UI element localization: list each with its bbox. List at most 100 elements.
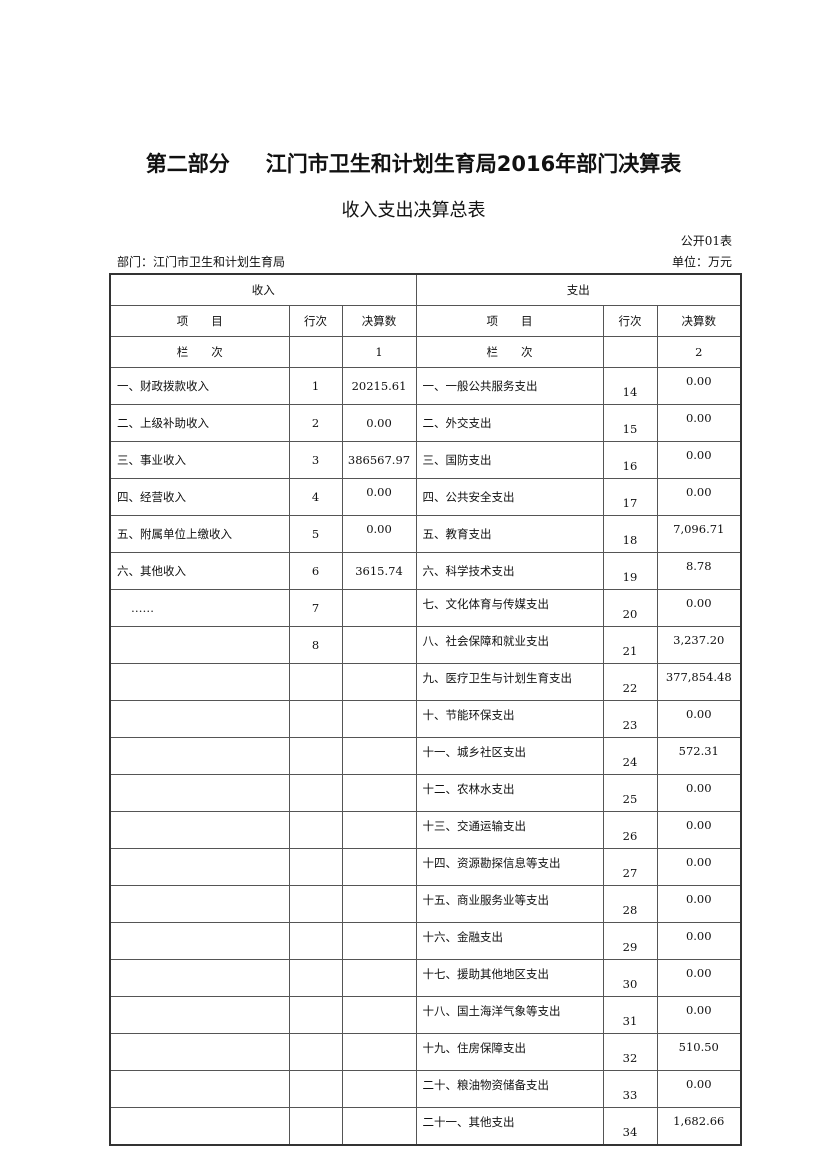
expense-item: 十七、援助其他地区支出 bbox=[415, 959, 604, 997]
expense-line: 32 bbox=[602, 1033, 658, 1071]
income-item: 五、附属单位上缴收入 bbox=[109, 515, 290, 553]
expense-column-number: 2 bbox=[656, 336, 742, 368]
income-amount bbox=[341, 737, 417, 775]
expense-amount: 0.00 bbox=[656, 811, 742, 849]
expense-amount: 0.00 bbox=[656, 885, 742, 923]
income-line: 2 bbox=[288, 404, 343, 442]
expense-amount: 377,854.48 bbox=[656, 663, 742, 701]
table-row: 十二、农林水支出 25 0.00 bbox=[109, 774, 742, 812]
table-code: 公开01表 bbox=[680, 234, 732, 248]
income-line bbox=[288, 959, 343, 997]
income-line bbox=[288, 811, 343, 849]
expense-item: 十一、城乡社区支出 bbox=[415, 737, 604, 775]
income-line bbox=[288, 1107, 343, 1146]
table-row: 十九、住房保障支出 32 510.50 bbox=[109, 1033, 742, 1071]
income-line: 3 bbox=[288, 441, 343, 479]
income-amount: 0.00 bbox=[341, 478, 417, 516]
income-amount bbox=[341, 848, 417, 886]
table-row: 九、医疗卫生与计划生育支出 22 377,854.48 bbox=[109, 663, 742, 701]
expense-line: 21 bbox=[602, 626, 658, 664]
income-amount: 0.00 bbox=[341, 515, 417, 553]
table-row: …… 7 七、文化体育与传媒支出 20 0.00 bbox=[109, 589, 742, 627]
income-amount bbox=[341, 626, 417, 664]
expense-line: 22 bbox=[602, 663, 658, 701]
expense-line: 33 bbox=[602, 1070, 658, 1108]
income-item: 四、经营收入 bbox=[109, 478, 290, 516]
expense-item: 十九、住房保障支出 bbox=[415, 1033, 604, 1071]
income-amount: 3615.74 bbox=[341, 552, 417, 590]
expense-item: 十、节能环保支出 bbox=[415, 700, 604, 738]
expense-item-header: 项 目 bbox=[415, 305, 604, 337]
expense-line: 16 bbox=[602, 441, 658, 479]
department-label: 部门：江门市卫生和计划生育局 bbox=[117, 255, 286, 269]
income-column-number: 1 bbox=[341, 336, 417, 368]
expense-amount: 0.00 bbox=[656, 1070, 742, 1108]
income-line bbox=[288, 885, 343, 923]
expense-amount: 3,237.20 bbox=[656, 626, 742, 664]
table-row: 五、附属单位上缴收入 5 0.00 五、教育支出 18 7,096.71 bbox=[109, 515, 742, 553]
income-item bbox=[109, 663, 290, 701]
expense-line: 19 bbox=[602, 552, 658, 590]
expense-item: 十六、金融支出 bbox=[415, 922, 604, 960]
expense-line: 14 bbox=[602, 367, 658, 405]
expense-amount: 0.00 bbox=[656, 441, 742, 479]
expense-line: 15 bbox=[602, 404, 658, 442]
expense-amount: 0.00 bbox=[656, 848, 742, 886]
table-row: 十、节能环保支出 23 0.00 bbox=[109, 700, 742, 738]
table-row: 十七、援助其他地区支出 30 0.00 bbox=[109, 959, 742, 997]
expense-line-header: 行次 bbox=[602, 305, 658, 337]
income-item bbox=[109, 774, 290, 812]
income-item bbox=[109, 959, 290, 997]
table-row: 二、上级补助收入 2 0.00 二、外交支出 15 0.00 bbox=[109, 404, 742, 442]
table-row: 十五、商业服务业等支出 28 0.00 bbox=[109, 885, 742, 923]
expense-item: 十五、商业服务业等支出 bbox=[415, 885, 604, 923]
unit-label: 单位：万元 bbox=[671, 255, 732, 269]
income-item: 三、事业收入 bbox=[109, 441, 290, 479]
income-item bbox=[109, 1033, 290, 1071]
expense-header: 支出 bbox=[415, 273, 742, 306]
income-column-label: 栏 次 bbox=[109, 336, 290, 368]
income-line bbox=[288, 848, 343, 886]
table-row: 一、财政拨款收入 1 20215.61 一、一般公共服务支出 14 0.00 bbox=[109, 367, 742, 405]
income-item bbox=[109, 885, 290, 923]
income-item bbox=[109, 1107, 290, 1146]
expense-item: 二十、粮油物资储备支出 bbox=[415, 1070, 604, 1108]
expense-line: 34 bbox=[602, 1107, 658, 1146]
income-amount bbox=[341, 1107, 417, 1146]
income-header: 收入 bbox=[109, 273, 417, 306]
income-amount bbox=[341, 922, 417, 960]
expense-line: 29 bbox=[602, 922, 658, 960]
expense-item: 六、科学技术支出 bbox=[415, 552, 604, 590]
income-amount bbox=[341, 1070, 417, 1108]
income-amount bbox=[341, 663, 417, 701]
income-amount bbox=[341, 589, 417, 627]
table-row: 十八、国土海洋气象等支出 31 0.00 bbox=[109, 996, 742, 1034]
income-amount bbox=[341, 700, 417, 738]
income-item bbox=[109, 996, 290, 1034]
income-amount: 20215.61 bbox=[341, 367, 417, 405]
expense-item: 十二、农林水支出 bbox=[415, 774, 604, 812]
expense-column-label: 栏 次 bbox=[415, 336, 604, 368]
income-amount bbox=[341, 885, 417, 923]
expense-amount: 572.31 bbox=[656, 737, 742, 775]
expense-amount: 0.00 bbox=[656, 404, 742, 442]
expense-line: 25 bbox=[602, 774, 658, 812]
expense-item: 二、外交支出 bbox=[415, 404, 604, 442]
page-title: 第二部分 江门市卫生和计划生育局2016年部门决算表 bbox=[0, 148, 827, 178]
expense-item: 三、国防支出 bbox=[415, 441, 604, 479]
income-amount: 0.00 bbox=[341, 404, 417, 442]
expense-amount: 510.50 bbox=[656, 1033, 742, 1071]
income-line bbox=[288, 774, 343, 812]
expense-item: 五、教育支出 bbox=[415, 515, 604, 553]
expense-line: 31 bbox=[602, 996, 658, 1034]
expense-item: 八、社会保障和就业支出 bbox=[415, 626, 604, 664]
income-line: 5 bbox=[288, 515, 343, 553]
income-line: 6 bbox=[288, 552, 343, 590]
table-row: 三、事业收入 3 386567.97 三、国防支出 16 0.00 bbox=[109, 441, 742, 479]
income-expense-table: 收入 支出 项 目 行次 决算数 项 目 行次 决算数 栏 次 1 栏 次 2 … bbox=[109, 273, 742, 1146]
expense-line: 20 bbox=[602, 589, 658, 627]
expense-amount: 0.00 bbox=[656, 959, 742, 997]
expense-line: 18 bbox=[602, 515, 658, 553]
income-line: 8 bbox=[288, 626, 343, 664]
expense-item: 十三、交通运输支出 bbox=[415, 811, 604, 849]
